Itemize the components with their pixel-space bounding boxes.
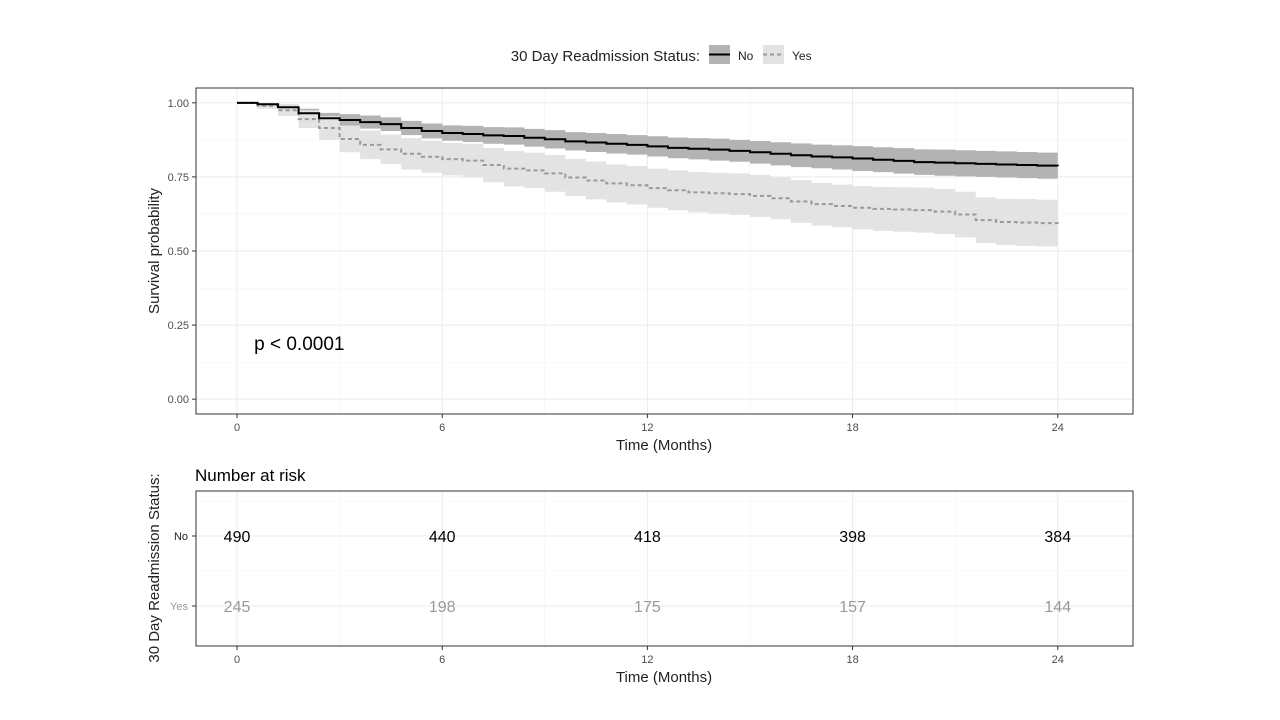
risk-count-yes-0: 245 xyxy=(224,599,251,616)
x-tick-label-1: 6 xyxy=(439,422,445,434)
risk-count-yes-24: 144 xyxy=(1044,599,1071,616)
risk-x-tick-label-0: 0 xyxy=(234,654,240,666)
risk-table-background xyxy=(196,491,1133,646)
legend-label-yes: Yes xyxy=(792,49,812,63)
survival-x-axis: 0 6 12 18 24 xyxy=(234,414,1064,434)
risk-table-x-axis-label: Time (Months) xyxy=(616,669,712,686)
legend-title: 30 Day Readmission Status: xyxy=(511,48,700,65)
x-tick-label-0: 0 xyxy=(234,422,240,434)
risk-x-tick-label-3: 18 xyxy=(846,654,858,666)
risk-table-border xyxy=(195,490,1134,647)
risk-table-title: Number at risk xyxy=(195,466,306,485)
risk-x-tick-label-2: 12 xyxy=(641,654,653,666)
y-tick-label-4: 1.00 xyxy=(168,98,189,110)
legend-key-no: No xyxy=(709,45,754,64)
survival-panel: 0.00 0.25 0.50 0.75 1.00 0 6 12 18 24 Time (Mont… xyxy=(146,87,1134,454)
risk-row-label-no: No xyxy=(174,531,188,543)
confidence-ribbons xyxy=(237,102,1058,248)
risk-x-tick-label-4: 24 xyxy=(1052,654,1064,666)
risk-table-panel: Number at risk 490 440 418 398 384 245 198 175 1… xyxy=(146,466,1134,686)
risk-count-yes-18: 157 xyxy=(839,599,866,616)
survival-y-axis-label: Survival probability xyxy=(146,188,163,314)
ribbon-no xyxy=(237,102,1058,180)
legend-label-no: No xyxy=(738,49,754,63)
x-tick-label-4: 24 xyxy=(1052,422,1064,434)
y-tick-label-0: 0.00 xyxy=(168,394,189,406)
ribbon-yes xyxy=(237,102,1058,248)
risk-x-tick-label-1: 6 xyxy=(439,654,445,666)
survival-x-axis-label: Time (Months) xyxy=(616,437,712,454)
survival-curves xyxy=(237,101,1059,225)
legend-key-yes: Yes xyxy=(763,45,812,64)
risk-count-no-18: 398 xyxy=(839,529,866,546)
risk-table-y-axis-label: 30 Day Readmission Status: xyxy=(146,473,163,662)
risk-table-x-axis: 0 6 12 18 24 xyxy=(234,646,1064,666)
legend: 30 Day Readmission Status: No Yes xyxy=(511,45,812,65)
risk-count-yes-12: 175 xyxy=(634,599,661,616)
risk-count-no-6: 440 xyxy=(429,529,456,546)
survival-curve-no xyxy=(237,101,1059,167)
risk-table-values: 490 440 418 398 384 245 198 175 157 144 xyxy=(224,529,1072,616)
x-tick-label-2: 12 xyxy=(641,422,653,434)
risk-count-no-0: 490 xyxy=(224,529,251,546)
x-tick-label-3: 18 xyxy=(846,422,858,434)
y-tick-label-1: 0.25 xyxy=(168,320,189,332)
p-value-annotation: p < 0.0001 xyxy=(254,334,344,355)
survival-y-axis: 0.00 0.25 0.50 0.75 1.00 xyxy=(168,98,196,406)
risk-row-label-yes: Yes xyxy=(170,601,188,613)
risk-table-gridlines xyxy=(196,491,1133,646)
y-tick-label-2: 0.50 xyxy=(168,246,189,258)
risk-table-row-labels: No Yes xyxy=(170,531,196,613)
risk-count-no-24: 384 xyxy=(1044,529,1071,546)
risk-count-no-12: 418 xyxy=(634,529,661,546)
y-tick-label-3: 0.75 xyxy=(168,172,189,184)
risk-count-yes-6: 198 xyxy=(429,599,456,616)
survival-curve-yes xyxy=(237,101,1059,225)
